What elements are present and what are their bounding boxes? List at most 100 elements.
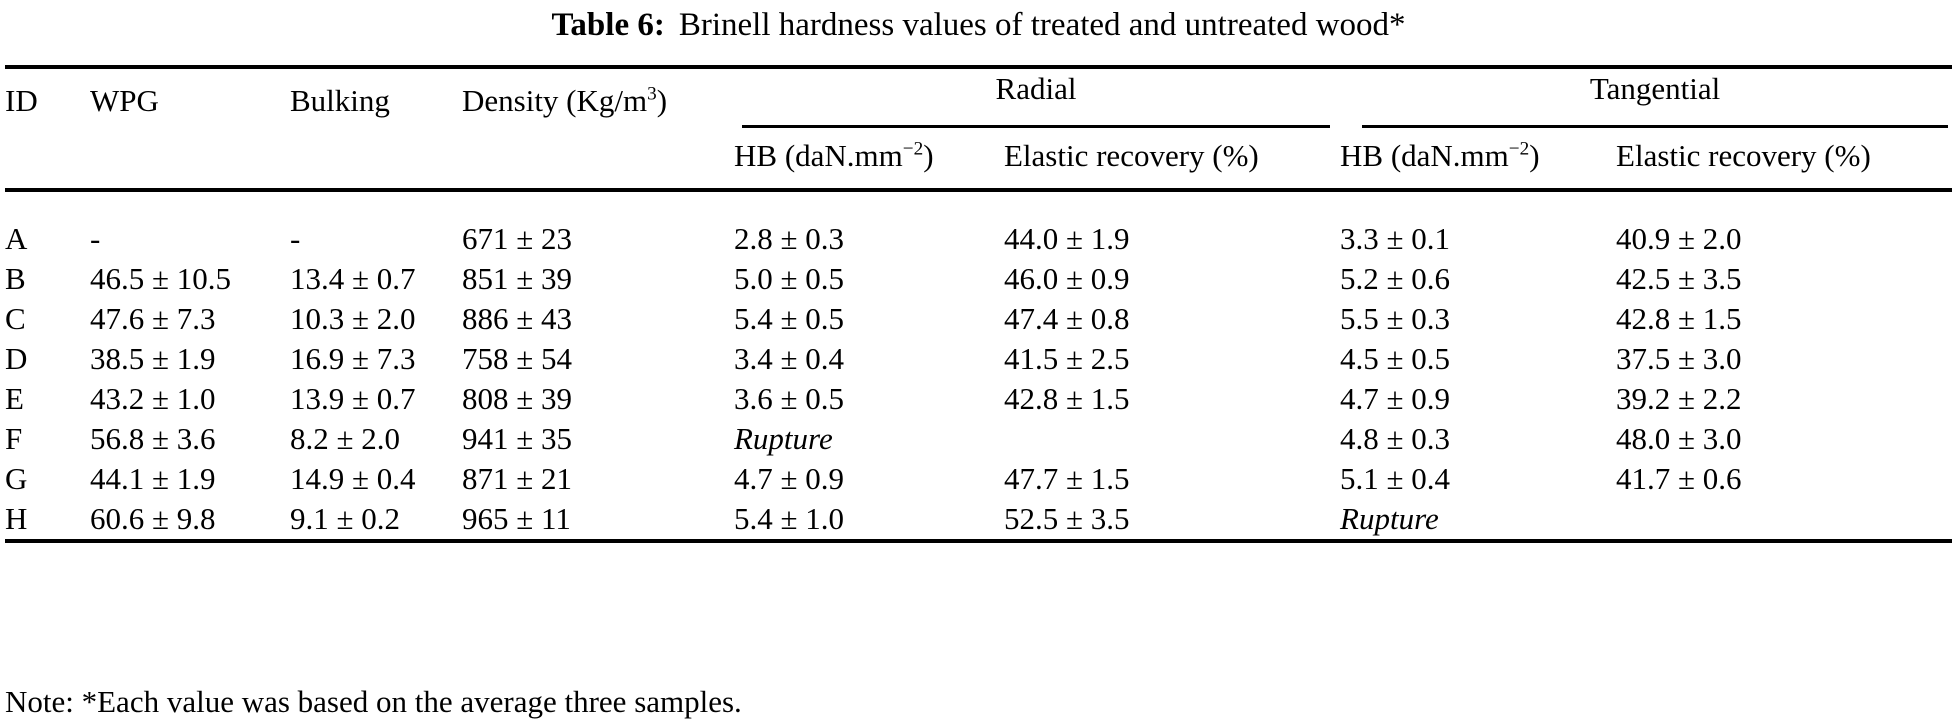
cell-tangential-hb: 3.3 ± 0.1	[1340, 221, 1451, 256]
cell-radial-er: 47.7 ± 1.5	[1004, 461, 1130, 496]
cell-radial-hb: 5.4 ± 1.0	[734, 499, 1004, 543]
cell-bulking: -	[290, 221, 301, 256]
column-header-id: ID	[5, 67, 90, 192]
cell-wpg: 47.6 ± 7.3	[90, 301, 216, 336]
hb-label-suffix: )	[1529, 138, 1540, 173]
cell-density: 808 ± 39	[462, 381, 573, 416]
cell-radial-er	[1004, 419, 1340, 459]
cell-tangential-er: 48.0 ± 3.0	[1616, 421, 1742, 456]
cell-bulking: 8.2 ± 2.0	[290, 421, 401, 456]
cell-radial-er: 44.0 ± 1.9	[1004, 221, 1130, 256]
cell-bulking: 13.4 ± 0.7	[290, 261, 416, 296]
cell-wpg: 56.8 ± 3.6	[90, 421, 216, 456]
cell-tangential-er: 39.2 ± 2.2	[1616, 381, 1742, 416]
cell-tangential-hb: 4.8 ± 0.3	[1340, 421, 1451, 456]
cell-tangential-hb: 4.5 ± 0.5	[1340, 341, 1451, 376]
cell-tangential-er: 42.5 ± 3.5	[1616, 261, 1742, 296]
tangential-group-label: Tangential	[1362, 69, 1949, 128]
cell-density: 758 ± 54	[462, 341, 573, 376]
table-row: C 47.6 ± 7.3 10.3 ± 2.0 886 ± 43 5.4 ± 0…	[5, 299, 1952, 339]
table-row: F 56.8 ± 3.6 8.2 ± 2.0 941 ± 35 Rupture …	[5, 419, 1952, 459]
cell-tangential-er: 42.8 ± 1.5	[1616, 301, 1742, 336]
cell-bulking: 13.9 ± 0.7	[290, 381, 416, 416]
cell-radial-er: 52.5 ± 3.5	[1004, 499, 1341, 543]
column-header-tangential-hb: HB (daN.mm−2)	[1340, 128, 1617, 192]
radial-group-label: Radial	[742, 69, 1331, 128]
cell-radial-hb-rupture: Rupture	[734, 421, 833, 456]
cell-wpg: -	[90, 221, 101, 256]
table-caption: Table 6: Brinell hardness values of treat…	[0, 4, 1957, 46]
table-row: A - - 671 ± 23 2.8 ± 0.3 44.0 ± 1.9 3.3 …	[5, 190, 1952, 259]
cell-id: C	[5, 301, 26, 336]
cell-tangential-er: 41.7 ± 0.6	[1616, 461, 1742, 496]
column-header-tangential-elastic: Elastic recovery (%)	[1616, 128, 1953, 192]
cell-tangential-hb: 5.1 ± 0.4	[1340, 461, 1451, 496]
cell-id: D	[5, 341, 28, 376]
table-header: ID WPG Bulking Density (Kg/m3) Radial Ta…	[5, 67, 1953, 192]
density-superscript: 3	[647, 83, 657, 105]
cell-id: A	[5, 221, 28, 256]
cell-bulking: 9.1 ± 0.2	[290, 499, 462, 543]
cell-density: 871 ± 21	[462, 461, 573, 496]
cell-wpg: 60.6 ± 9.8	[90, 499, 290, 543]
cell-tangential-hb: 5.2 ± 0.6	[1340, 261, 1451, 296]
column-header-wpg: WPG	[90, 67, 290, 192]
hb-label: HB (daN.mm	[734, 138, 903, 173]
cell-id: E	[5, 381, 24, 416]
cell-density: 886 ± 43	[462, 301, 573, 336]
column-group-radial: Radial	[734, 67, 1340, 128]
column-header-bulking: Bulking	[290, 67, 462, 192]
table-row: G 44.1 ± 1.9 14.9 ± 0.4 871 ± 21 4.7 ± 0…	[5, 459, 1952, 499]
cell-radial-er: 47.4 ± 0.8	[1004, 301, 1130, 336]
cell-bulking: 10.3 ± 2.0	[290, 301, 416, 336]
cell-id: F	[5, 421, 23, 456]
cell-density: 851 ± 39	[462, 261, 573, 296]
cell-radial-hb: 2.8 ± 0.3	[734, 221, 845, 256]
header-row-groups: ID WPG Bulking Density (Kg/m3) Radial Ta…	[5, 67, 1952, 192]
cell-tangential-hb: 4.7 ± 0.9	[1340, 381, 1451, 416]
table-row: D 38.5 ± 1.9 16.9 ± 7.3 758 ± 54 3.4 ± 0…	[5, 339, 1952, 379]
column-header-density: Density (Kg/m3)	[462, 67, 734, 192]
column-header-radial-elastic: Elastic recovery (%)	[1004, 128, 1341, 192]
table-body: A - - 671 ± 23 2.8 ± 0.3 44.0 ± 1.9 3.3 …	[5, 190, 1953, 543]
cell-radial-hb: 5.4 ± 0.5	[734, 301, 845, 336]
table-row: H 60.6 ± 9.8 9.1 ± 0.2 965 ± 11 5.4 ± 1.…	[5, 499, 1953, 543]
cell-radial-er: 46.0 ± 0.9	[1004, 261, 1130, 296]
cell-id: H	[5, 499, 90, 543]
cell-density: 671 ± 23	[462, 221, 573, 256]
hb-superscript: −2	[902, 138, 924, 160]
cell-tangential-er	[1616, 499, 1953, 543]
table-footnote: Note: *Each value was based on the avera…	[5, 684, 742, 719]
cell-radial-er: 42.8 ± 1.5	[1004, 381, 1130, 416]
table-row: B 46.5 ± 10.5 13.4 ± 0.7 851 ± 39 5.0 ± …	[5, 259, 1952, 299]
cell-bulking: 16.9 ± 7.3	[290, 341, 416, 376]
cell-radial-hb: 5.0 ± 0.5	[734, 261, 845, 296]
cell-tangential-er: 40.9 ± 2.0	[1616, 221, 1742, 256]
hb-label: HB (daN.mm	[1340, 138, 1509, 173]
column-header-radial-hb: HB (daN.mm−2)	[734, 128, 1004, 192]
density-label-suffix: )	[656, 83, 668, 118]
cell-tangential-hb-rupture: Rupture	[1340, 499, 1617, 543]
cell-bulking: 14.9 ± 0.4	[290, 461, 416, 496]
cell-wpg: 38.5 ± 1.9	[90, 341, 216, 376]
cell-radial-hb: 4.7 ± 0.9	[734, 461, 845, 496]
cell-density: 941 ± 35	[462, 421, 573, 456]
table-row: E 43.2 ± 1.0 13.9 ± 0.7 808 ± 39 3.6 ± 0…	[5, 379, 1952, 419]
cell-radial-hb: 3.6 ± 0.5	[734, 381, 845, 416]
cell-wpg: 46.5 ± 10.5	[90, 261, 232, 296]
cell-tangential-er: 37.5 ± 3.0	[1616, 341, 1742, 376]
hb-label-suffix: )	[923, 138, 934, 173]
density-label: Density (Kg/m	[462, 83, 648, 118]
brinell-hardness-table: ID WPG Bulking Density (Kg/m3) Radial Ta…	[5, 65, 1953, 543]
cell-id: B	[5, 261, 26, 296]
cell-density: 965 ± 11	[462, 499, 734, 543]
cell-tangential-hb: 5.5 ± 0.3	[1340, 301, 1451, 336]
cell-wpg: 43.2 ± 1.0	[90, 381, 216, 416]
column-group-tangential: Tangential	[1340, 67, 1952, 128]
cell-radial-hb: 3.4 ± 0.4	[734, 341, 845, 376]
cell-wpg: 44.1 ± 1.9	[90, 461, 216, 496]
caption-label: Table 6:	[551, 7, 665, 43]
caption-text: Brinell hardness values of treated and u…	[678, 7, 1406, 43]
hb-superscript: −2	[1508, 138, 1530, 160]
